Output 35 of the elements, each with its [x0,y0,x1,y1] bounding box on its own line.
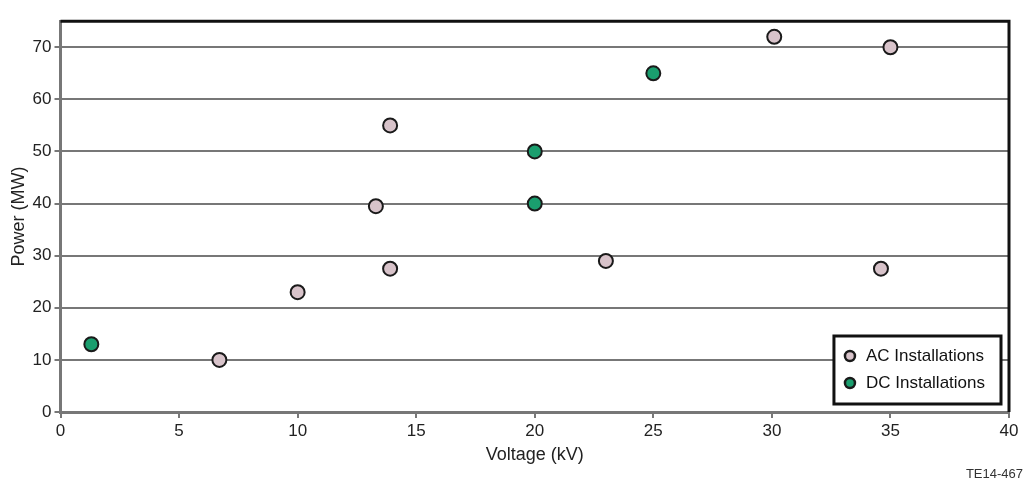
y-tick-label: 40 [32,193,52,213]
point [645,65,662,82]
y-tick-label: 20 [32,297,52,317]
y-tick-label: 60 [32,89,52,109]
legend-label: DC Installations [865,372,986,392]
point [367,198,384,215]
point [382,117,399,134]
point [211,351,228,368]
point [766,28,783,45]
y-tick-label: 30 [32,245,52,265]
point [526,143,543,160]
text: TE14-467 [964,466,1023,481]
x-tick-label: 15 [406,420,426,440]
point [289,284,306,301]
point [83,336,100,353]
x-tick-label: 40 [999,420,1019,440]
y-axis-title: Power (MW) [7,166,28,267]
x-tick-label: 25 [643,420,663,440]
x-tick-label: 5 [174,420,184,440]
y-tick-label: 50 [32,141,52,161]
point [597,252,614,269]
x-tick-label: 0 [55,420,66,440]
x-axis-title: Voltage (kV) [485,444,584,465]
point [526,195,543,212]
point [872,260,889,277]
y-tick-label: 10 [32,349,52,369]
point [882,39,899,56]
x-tick-label: 20 [525,420,545,440]
y-tick-label: 0 [42,401,52,421]
legend-label: AC Installations [865,345,985,365]
point [382,260,399,277]
x-tick-label: 10 [288,420,308,440]
x-tick-label: 30 [762,420,782,440]
x-tick-label: 35 [880,420,900,440]
y-tick-label: 70 [32,36,52,56]
